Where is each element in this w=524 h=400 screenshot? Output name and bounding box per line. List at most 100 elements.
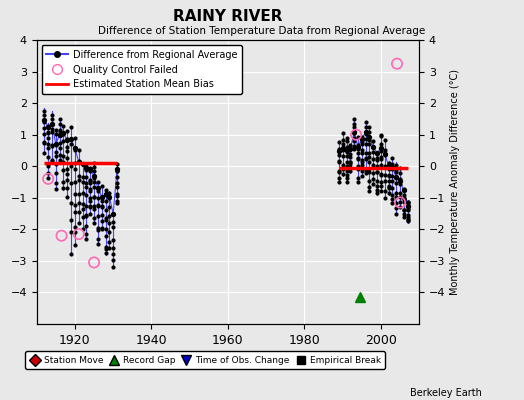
Point: [350, 116, 358, 122]
Point: [74, 231, 83, 237]
Point: [369, 162, 377, 168]
Point: [365, 188, 374, 195]
Point: [380, 178, 389, 184]
Point: [94, 185, 102, 191]
Point: [40, 119, 49, 125]
Point: [74, 200, 83, 206]
Point: [396, 165, 404, 171]
Point: [369, 156, 377, 162]
Point: [358, 172, 366, 179]
Point: [44, 176, 52, 182]
Point: [354, 154, 362, 161]
Point: [94, 241, 102, 248]
Point: [346, 159, 355, 165]
Point: [56, 129, 64, 136]
Point: [392, 169, 400, 176]
Point: [105, 229, 114, 236]
Point: [71, 242, 79, 248]
Point: [346, 167, 355, 174]
Point: [56, 116, 64, 122]
Point: [350, 130, 358, 136]
Point: [369, 181, 377, 188]
Point: [79, 160, 87, 167]
Text: Berkeley Earth: Berkeley Earth: [410, 388, 482, 398]
Point: [79, 200, 87, 207]
Point: [101, 198, 110, 204]
Point: [396, 198, 404, 205]
Point: [101, 217, 110, 223]
Point: [392, 194, 400, 201]
Point: [40, 112, 49, 118]
Point: [354, 146, 362, 152]
Point: [365, 134, 374, 140]
Point: [94, 188, 102, 194]
Point: [44, 175, 52, 182]
Point: [362, 129, 370, 136]
Point: [94, 236, 102, 242]
Point: [101, 250, 110, 256]
Point: [86, 198, 94, 204]
Point: [71, 209, 79, 215]
Point: [113, 193, 121, 199]
Point: [109, 210, 117, 217]
Point: [403, 214, 412, 220]
Point: [63, 166, 71, 172]
Point: [385, 173, 393, 180]
Point: [393, 60, 401, 67]
Point: [82, 163, 91, 169]
Point: [403, 199, 412, 206]
Point: [82, 180, 91, 186]
Point: [59, 167, 68, 174]
Point: [82, 213, 91, 220]
Point: [365, 166, 374, 172]
Point: [358, 156, 366, 163]
Point: [385, 190, 393, 196]
Point: [97, 194, 106, 200]
Point: [377, 154, 385, 160]
Point: [97, 195, 106, 201]
Point: [40, 117, 49, 123]
Point: [396, 178, 404, 184]
Point: [97, 225, 106, 231]
Point: [90, 167, 99, 174]
Point: [86, 166, 94, 172]
Point: [358, 136, 366, 142]
Point: [90, 174, 99, 181]
Point: [82, 203, 91, 209]
Point: [403, 202, 412, 209]
Point: [71, 160, 79, 167]
Point: [380, 188, 389, 194]
Point: [369, 144, 377, 150]
Point: [113, 166, 121, 173]
Point: [354, 166, 362, 172]
Point: [44, 135, 52, 141]
Point: [400, 207, 408, 214]
Point: [380, 163, 389, 169]
Point: [339, 166, 347, 172]
Point: [51, 152, 60, 159]
Point: [342, 146, 351, 153]
Point: [56, 145, 64, 152]
Point: [48, 158, 56, 164]
Point: [373, 190, 381, 196]
Point: [56, 121, 64, 128]
Point: [396, 204, 404, 210]
Point: [57, 232, 66, 239]
Point: [377, 162, 385, 168]
Point: [377, 179, 385, 186]
Point: [105, 220, 114, 227]
Point: [59, 130, 68, 137]
Point: [396, 170, 404, 177]
Point: [59, 159, 68, 165]
Point: [346, 146, 355, 152]
Point: [354, 134, 362, 140]
Point: [82, 236, 91, 242]
Point: [97, 202, 106, 209]
Point: [74, 209, 83, 216]
Point: [94, 179, 102, 186]
Point: [90, 193, 99, 200]
Point: [44, 163, 52, 169]
Point: [86, 177, 94, 183]
Point: [385, 185, 393, 192]
Point: [74, 220, 83, 226]
